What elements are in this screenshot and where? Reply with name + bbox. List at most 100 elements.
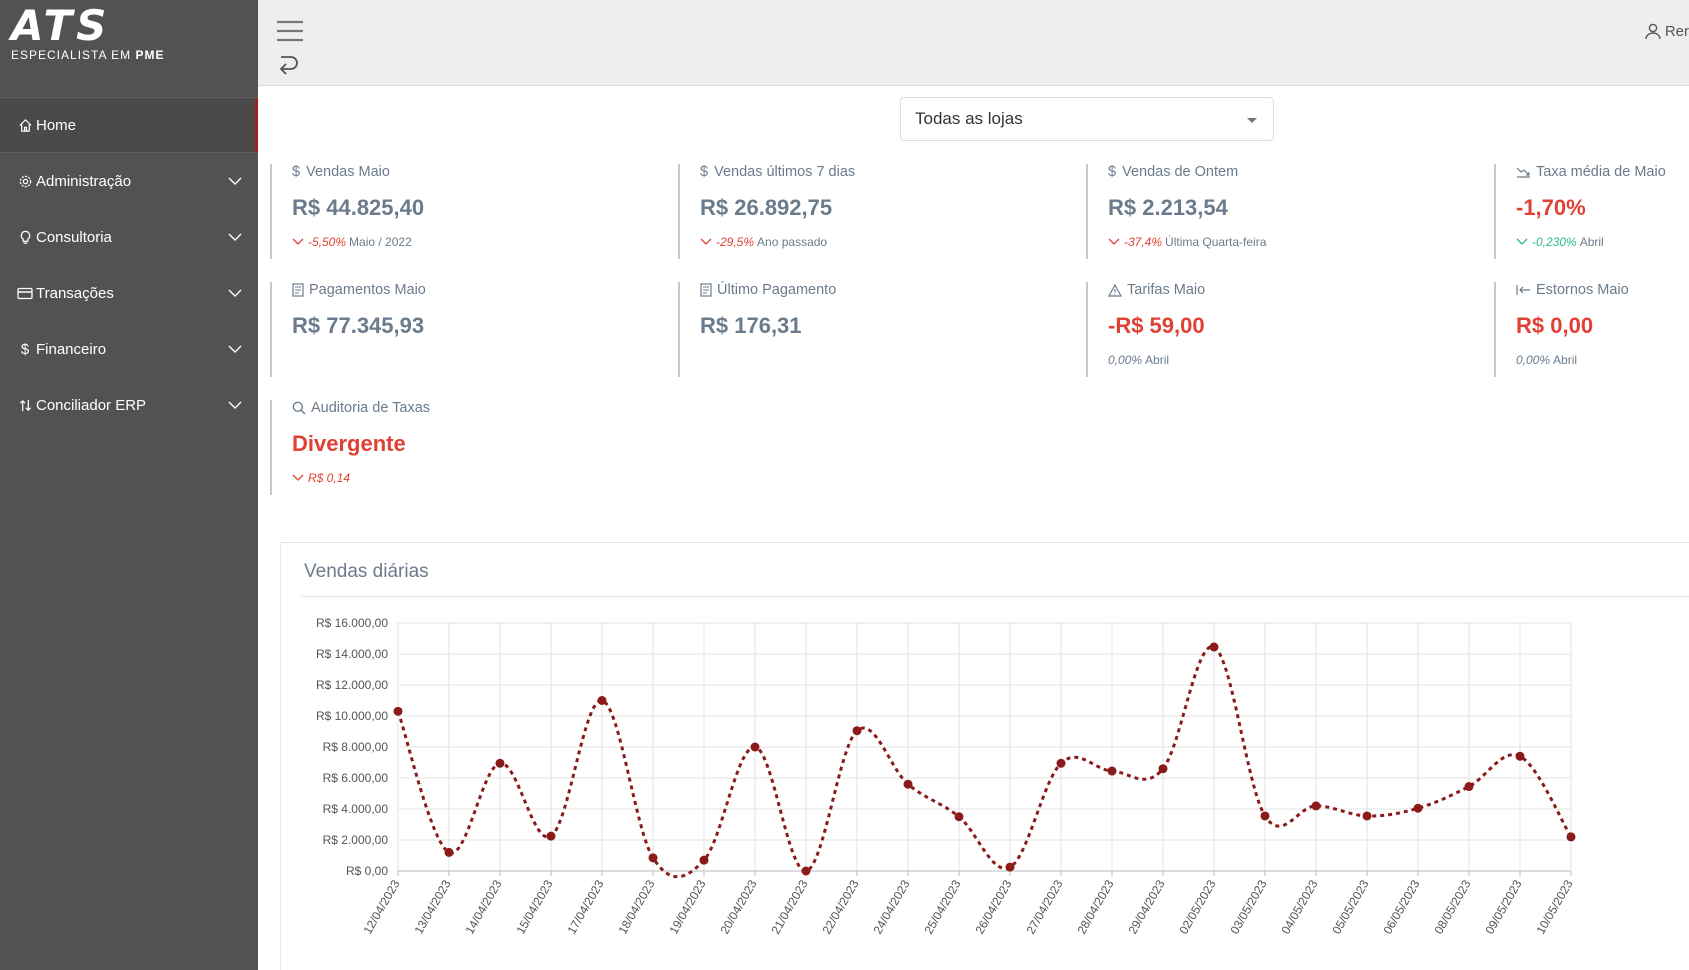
data-point (648, 853, 658, 863)
sidebar-item-financeiro[interactable]: $ Financeiro (0, 321, 258, 377)
receipt-icon (292, 283, 304, 297)
kpi-ultimo-pagamento: Último Pagamento R$ 176,31 (678, 282, 1038, 377)
sidebar-item-consultoria[interactable]: Consultoria (0, 209, 258, 265)
x-tick-label: 14/04/2023 (462, 877, 504, 936)
sidebar-item-conciliador-erp[interactable]: Conciliador ERP (0, 377, 258, 433)
data-point (801, 866, 811, 876)
kpi-label: Auditoria de Taxas (311, 400, 431, 416)
kpi-tarifas-maio: Tarifas Maio -R$ 59,00 0,00% Abril (1086, 282, 1446, 377)
chevron-down-icon (1108, 238, 1120, 245)
chevron-down-icon (1516, 238, 1528, 245)
y-tick-label: R$ 0,00 (346, 864, 388, 878)
store-select[interactable]: Todas as lojas (900, 97, 1274, 141)
chevron-down-icon (292, 238, 304, 245)
exchange-icon (16, 398, 34, 413)
kpi-label: Vendas de Ontem (1122, 164, 1239, 180)
caret-down-icon (1247, 118, 1257, 123)
kpi-label: Último Pagamento (717, 282, 837, 298)
kpi-estornos-maio: Estornos Maio R$ 0,00 0,00% Abril (1494, 282, 1689, 377)
brand-subtitle: ESPECIALISTA EM PME (11, 48, 165, 62)
y-tick-label: R$ 6.000,00 (323, 771, 389, 785)
kpi-vendas-7dias: $ Vendas últimos 7 dias R$ 26.892,75 -29,… (678, 164, 1038, 259)
data-point (750, 742, 760, 752)
kpi-delta: 0,00% (1108, 353, 1143, 367)
data-point (1158, 764, 1168, 774)
brand-mark: ATS (11, 1, 111, 50)
kpi-value: R$ 0,00 (1516, 313, 1594, 338)
return-arrow-icon (1516, 285, 1530, 295)
x-tick-label: 06/05/2023 (1380, 877, 1422, 936)
kpi-ref: Abril (1579, 235, 1604, 249)
sidebar-item-label: Financeiro (36, 340, 107, 358)
kpi-label: Estornos Maio (1536, 282, 1629, 298)
chevron-down-icon (228, 341, 242, 358)
y-tick-label: R$ 16.000,00 (316, 616, 388, 630)
sidebar-item-administracao[interactable]: Administração (0, 153, 258, 209)
kpi-value: R$ 26.892,75 (700, 195, 833, 220)
data-point (1362, 811, 1372, 821)
kpi-delta: -0,230% (1532, 235, 1577, 249)
data-point (444, 847, 454, 857)
kpi-ref: Abril (1553, 353, 1578, 367)
kpi-label: Vendas Maio (306, 164, 390, 180)
sidebar-item-home[interactable]: Home (0, 97, 258, 153)
data-point (393, 706, 403, 716)
data-point (852, 726, 862, 736)
trend-down-icon (1516, 167, 1530, 178)
sidebar-item-transacoes[interactable]: Transações (0, 265, 258, 321)
kpi-value: Divergente (292, 431, 406, 456)
sidebar-item-label: Transações (36, 284, 114, 302)
data-point (1464, 782, 1474, 792)
brand-logo[interactable]: ATS ESPECIALISTA EM PME (0, 0, 258, 97)
data-point (546, 831, 556, 841)
kpi-delta: -37,4% (1124, 235, 1163, 249)
kpi-taxa-media: Taxa média de Maio -1,70% -0,230% Abril (1494, 164, 1689, 259)
x-tick-label: 28/04/2023 (1074, 877, 1116, 936)
y-tick-label: R$ 2.000,00 (323, 833, 389, 847)
kpi-ref: Última Quarta-feira (1165, 235, 1267, 249)
chevron-down-icon (228, 285, 242, 302)
main-content: Todas as lojas $ Vendas Maio R$ 44.825,40… (258, 86, 1689, 970)
data-point (495, 758, 505, 768)
kpi-value: R$ 77.345,93 (292, 313, 425, 338)
x-tick-label: 10/05/2023 (1533, 877, 1575, 936)
x-tick-label: 20/04/2023 (717, 877, 759, 936)
y-tick-label: R$ 4.000,00 (323, 802, 389, 816)
chevron-down-icon (228, 173, 242, 190)
menu-toggle-icon[interactable] (276, 20, 304, 47)
y-tick-label: R$ 12.000,00 (316, 678, 388, 692)
dollar-icon: $ (1108, 164, 1117, 180)
lightbulb-icon (16, 230, 34, 245)
chart-title: Vendas diárias (304, 561, 429, 582)
store-select-value: Todas as lojas (915, 109, 1023, 128)
user-menu[interactable]: Rer (1644, 22, 1689, 40)
x-tick-label: 19/04/2023 (666, 877, 708, 936)
data-point (903, 779, 913, 789)
return-icon[interactable] (278, 54, 300, 85)
chevron-down-icon (228, 229, 242, 246)
x-tick-label: 02/05/2023 (1176, 877, 1218, 936)
kpi-label: Taxa média de Maio (1536, 164, 1666, 180)
y-tick-label: R$ 14.000,00 (316, 647, 388, 661)
x-tick-label: 17/04/2023 (564, 877, 606, 936)
x-tick-label: 05/05/2023 (1329, 877, 1371, 936)
x-tick-label: 13/04/2023 (411, 877, 453, 936)
data-point (1413, 803, 1423, 813)
chevron-down-icon (700, 238, 712, 245)
sidebar-item-label: Home (36, 116, 77, 134)
credit-card-icon (16, 287, 34, 300)
x-tick-label: 29/04/2023 (1125, 877, 1167, 936)
kpi-delta: -5,50% (308, 235, 347, 249)
kpi-pagamentos-maio: Pagamentos Maio R$ 77.345,93 (270, 282, 630, 377)
kpi-ref: Abril (1145, 353, 1170, 367)
daily-sales-card: Vendas diárias R$ 0,00 R$ 2.000,00 R$ 4.00… (280, 542, 1689, 970)
x-tick-label: 08/05/2023 (1431, 877, 1473, 936)
x-tick-label: 12/04/2023 (360, 877, 402, 936)
user-name: Rer (1664, 22, 1689, 40)
series-line (396, 645, 1573, 879)
x-tick-label: 21/04/2023 (768, 877, 810, 936)
y-tick-label: R$ 8.000,00 (323, 740, 389, 754)
kpi-vendas-ontem: $ Vendas de Ontem R$ 2.213,54 -37,4% Últi… (1086, 164, 1446, 259)
data-point (1209, 642, 1219, 652)
sidebar-item-label: Administração (36, 172, 132, 190)
